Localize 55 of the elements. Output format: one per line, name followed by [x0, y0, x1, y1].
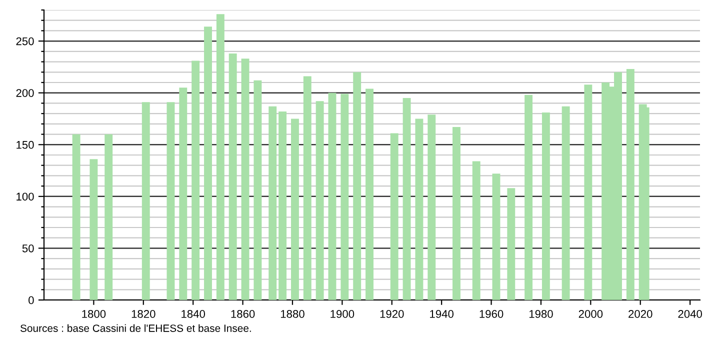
- bar: [328, 92, 336, 300]
- bar: [204, 26, 212, 300]
- x-tick-label: 1920: [380, 310, 404, 318]
- bar: [390, 133, 398, 300]
- bar: [507, 188, 516, 300]
- y-tick-label: 50: [22, 244, 34, 252]
- x-tick-label: 1940: [430, 310, 454, 318]
- x-tick-label: 2020: [628, 310, 652, 318]
- bar: [542, 112, 550, 300]
- x-tick-label: 1960: [480, 310, 504, 318]
- bar: [72, 134, 80, 300]
- bar: [104, 134, 113, 300]
- bar: [142, 102, 150, 300]
- bar: [228, 54, 237, 300]
- x-tick-label: 1980: [529, 310, 553, 318]
- x-tick-label: 1880: [280, 310, 304, 318]
- bar: [472, 161, 480, 300]
- bar: [340, 94, 349, 300]
- bar: [303, 76, 312, 300]
- bar: [402, 98, 411, 300]
- bar: [428, 114, 436, 300]
- bar: [278, 112, 287, 300]
- bar: [290, 118, 299, 300]
- y-tick-label: 100: [16, 192, 34, 201]
- y-tick-label: 200: [16, 89, 34, 97]
- source-note: Sources : base Cassini de l'EHESS et base Insee.: [20, 324, 251, 332]
- x-tick-label: 2000: [578, 310, 603, 318]
- x-tick-label: 2040: [678, 310, 702, 318]
- bar: [584, 84, 592, 300]
- bar: [216, 14, 224, 300]
- bar: [366, 88, 374, 300]
- bar: [166, 102, 175, 300]
- bar: [179, 88, 188, 300]
- bar: [415, 118, 424, 300]
- x-tick-label: 1860: [231, 310, 255, 318]
- x-tick-label: 1900: [330, 310, 354, 318]
- bar: [316, 101, 324, 300]
- bar: [353, 72, 362, 300]
- y-tick-label: 250: [16, 37, 34, 46]
- bar: [241, 58, 250, 300]
- bar: [268, 106, 277, 300]
- y-tick-label: 0: [28, 296, 34, 304]
- x-tick-label: 1840: [182, 310, 206, 318]
- x-tick-label: 1800: [82, 310, 106, 318]
- bar: [492, 174, 500, 300]
- bar: [626, 69, 634, 300]
- y-tick-label: 150: [16, 140, 34, 149]
- bar: [562, 106, 570, 300]
- bar: [192, 60, 200, 300]
- bar: [638, 104, 647, 300]
- bar: [254, 80, 262, 300]
- x-tick-label: 1820: [132, 310, 156, 318]
- bar: [452, 127, 460, 300]
- bar: [90, 159, 98, 300]
- bar: [524, 94, 533, 300]
